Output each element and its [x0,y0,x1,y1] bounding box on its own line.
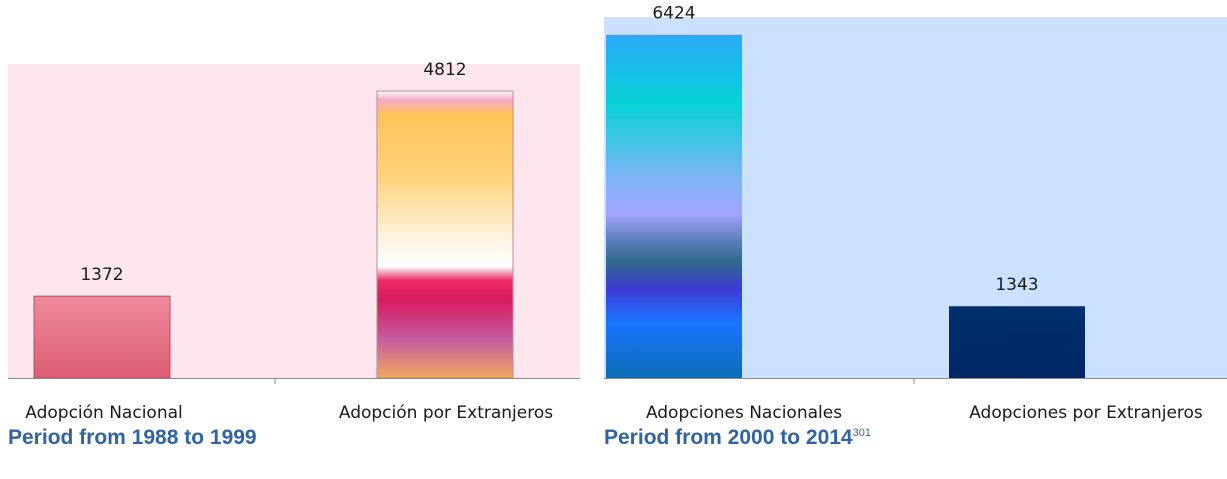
chart-panel-1988-1999: 1372 Adopción Nacional 4812 Adopción por Ex… [0,0,600,479]
data-label: 1372 [80,265,123,285]
data-label: 6424 [652,4,695,24]
chart-panel-2000-2014: 6424 Adopciones Nacionales 1343 Adopciones … [600,0,1227,479]
bar-2 [376,90,514,379]
data-label: 1343 [995,275,1038,295]
chart-1988-1999: 1372 Adopción Nacional 4812 Adopción por Ex… [8,60,580,423]
category-label: Adopción Nacional [25,403,182,423]
footnote-marker: 301 [852,427,871,439]
chart-caption: Period from 1988 to 1999 [8,426,257,449]
bar-1 [33,295,171,379]
bar-1 [606,34,742,378]
data-label: 4812 [423,60,466,80]
category-label: Adopción por Extranjeros [339,403,553,423]
category-label: Adopciones por Extranjeros [969,403,1203,423]
bar-2 [949,306,1085,378]
chart-2000-2014: 6424 Adopciones Nacionales 1343 Adopciones … [604,4,1227,423]
category-label: Adopciones Nacionales [646,403,842,423]
chart-caption: Period from 2000 to 2014301 [604,426,871,449]
